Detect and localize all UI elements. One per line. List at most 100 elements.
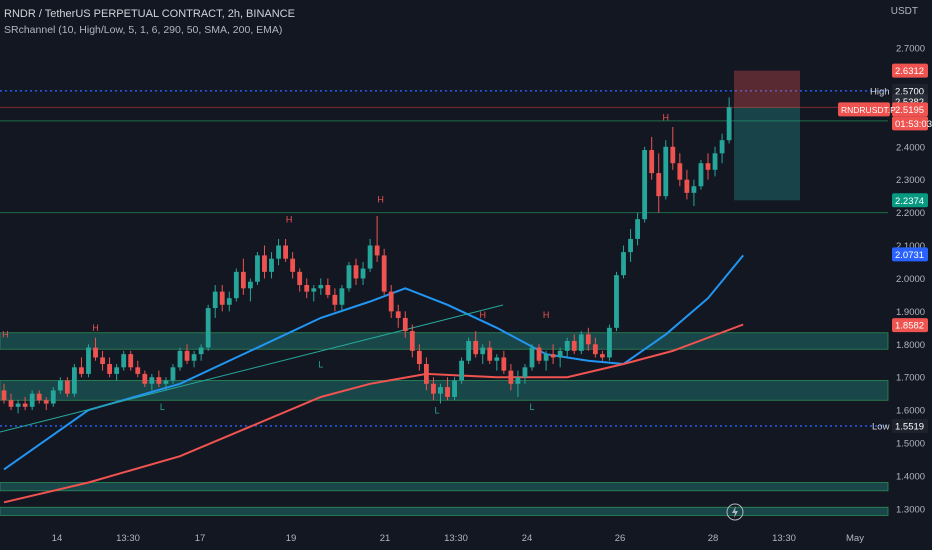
stop-zone — [734, 70, 800, 108]
y-tick-label: 2.4000 — [896, 142, 925, 153]
y-tick-label: 2.3000 — [896, 175, 925, 186]
candle-body — [1, 390, 7, 401]
candle-body — [191, 354, 197, 361]
sr-zone — [0, 332, 889, 350]
sr-zone — [0, 506, 889, 516]
candle-body — [459, 360, 464, 381]
indicator-legend[interactable]: SRchannel (10, High/Low, 5, 1, 6, 290, 5… — [4, 24, 283, 36]
symbol-title[interactable]: RNDR / TetherUS PERPETUAL CONTRACT, 2h, … — [4, 8, 295, 20]
candle-body — [121, 354, 127, 368]
candle-body — [163, 380, 169, 384]
moving-averages — [3, 254, 744, 504]
candle-body — [466, 340, 472, 361]
candle-body — [325, 285, 331, 295]
y-tick-label: 1.7000 — [896, 373, 925, 384]
candle-body — [290, 258, 296, 272]
candle-body — [684, 179, 690, 193]
candle-body — [501, 357, 507, 371]
candle-body — [57, 380, 63, 391]
candle-body — [431, 383, 436, 394]
candle-body — [614, 275, 619, 328]
candle-body — [332, 294, 338, 305]
x-tick-label: 28 — [708, 533, 719, 544]
candle-body — [395, 311, 401, 318]
price-badges: 2.63122.57002.53822.519501:53:032.23742.… — [838, 63, 932, 433]
y-tick-label: 1.4000 — [896, 471, 925, 482]
y-tick-label: 1.3000 — [896, 504, 925, 515]
candle-body — [283, 245, 288, 259]
candle-body — [269, 258, 274, 272]
countdown-badge-bg — [892, 116, 928, 131]
candle-body — [642, 150, 648, 220]
candle-body — [114, 367, 120, 374]
candle-body — [177, 350, 183, 368]
x-tick-label: 14 — [52, 533, 63, 544]
currency-unit: USDT — [890, 6, 918, 17]
candle-body — [564, 340, 570, 351]
candle-body — [367, 245, 373, 269]
x-axis-ticks: 14 13:30 17 19 21 13:30 24 26 28 13:30 May — [52, 533, 865, 544]
stop-price-badge-bg — [892, 63, 928, 78]
drawn-trendline[interactable] — [0, 304, 504, 433]
y-tick-label: 1.9000 — [896, 307, 925, 318]
candle-body — [571, 340, 577, 351]
low-label: Low — [872, 421, 890, 432]
y-tick-label: 1.5000 — [896, 439, 925, 450]
candle-body — [388, 291, 394, 312]
candle-body — [691, 186, 697, 193]
sma-line — [3, 254, 744, 471]
candle-body — [628, 238, 633, 253]
x-tick-label: 26 — [615, 533, 626, 544]
pivot-label: H — [377, 195, 384, 205]
candle-body — [719, 140, 725, 154]
y-tick-label: 2.2000 — [896, 208, 925, 219]
candle-body — [578, 334, 584, 351]
candle-body — [487, 347, 493, 361]
x-tick-label: 13:30 — [772, 533, 796, 544]
candle-body — [424, 364, 429, 384]
y-tick-label: 1.8000 — [896, 340, 925, 351]
candle-body — [543, 354, 549, 361]
candle-body — [494, 357, 500, 361]
candle-body — [635, 219, 640, 239]
horizontal-lines — [0, 90, 888, 427]
ema-value-badge-bg — [892, 318, 928, 333]
x-tick-label: May — [846, 533, 864, 544]
y-tick-label: 2.7000 — [896, 44, 925, 55]
candle-body — [508, 370, 514, 384]
candle-body — [346, 265, 352, 289]
lightning-icon[interactable] — [726, 503, 744, 521]
candles — [1, 97, 732, 414]
low-value-badge: 1.5519 — [895, 421, 924, 432]
candle-body — [339, 288, 345, 305]
pivot-label: H — [479, 310, 486, 320]
candle-body — [226, 298, 232, 305]
candle-body — [585, 334, 591, 345]
candle-body — [592, 344, 598, 355]
candle-body — [600, 354, 605, 358]
trend-line[interactable] — [0, 304, 504, 433]
sma-value-badge: 2.0731 — [895, 250, 924, 261]
sr-zones — [0, 332, 889, 516]
candle-body — [409, 331, 415, 351]
candle-body — [452, 380, 457, 397]
sma-value-badge-bg — [892, 247, 928, 262]
candle-body — [698, 163, 704, 187]
candle-body — [536, 347, 542, 361]
candle-body — [438, 387, 443, 394]
y-tick-label: 2.1000 — [896, 241, 925, 252]
candle-body — [198, 347, 204, 355]
candle-body — [607, 327, 612, 358]
candle-body — [36, 393, 42, 401]
candle-body — [677, 163, 683, 180]
candle-body — [219, 291, 225, 305]
x-tick-label: 21 — [380, 533, 391, 544]
y-axis-ticks: 2.7000 2.4000 2.3000 2.2000 2.1000 2.0000 1.90… — [896, 44, 925, 516]
candle-body — [360, 268, 366, 279]
candle-body — [79, 367, 84, 374]
candle-body — [311, 288, 317, 292]
candle-body — [212, 291, 218, 309]
position-box[interactable] — [734, 70, 800, 201]
